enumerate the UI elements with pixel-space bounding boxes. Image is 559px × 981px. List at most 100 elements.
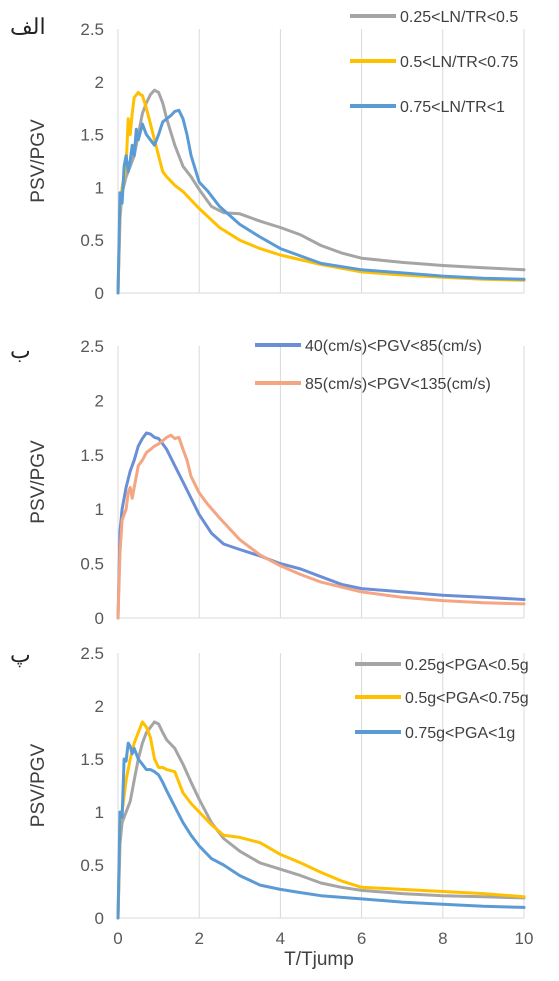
data-point	[320, 576, 322, 578]
data-point	[170, 434, 172, 436]
data-point	[117, 292, 119, 294]
data-point	[259, 884, 261, 886]
legend-label: 85(cm/s)<PGV<135(cm/s)	[305, 376, 491, 393]
y-tick-label: 0.5	[80, 856, 104, 875]
data-point	[162, 766, 164, 769]
data-point	[361, 271, 363, 273]
data-point	[129, 470, 131, 472]
data-point	[158, 155, 160, 157]
data-point	[210, 205, 212, 208]
data-point	[141, 742, 143, 744]
data-point	[141, 94, 143, 97]
data-point	[153, 144, 156, 146]
data-point	[198, 492, 200, 494]
data-point	[210, 824, 212, 826]
data-point	[218, 517, 221, 519]
x-tick-label: 4	[276, 929, 285, 948]
data-point	[300, 891, 302, 894]
data-point	[198, 798, 200, 800]
data-point	[190, 834, 192, 836]
data-point	[279, 868, 281, 870]
data-point	[121, 508, 123, 510]
legend-label: 0.25g<PGA<0.5g	[405, 657, 529, 674]
data-point	[141, 123, 143, 125]
data-point	[259, 862, 261, 864]
data-point	[210, 532, 212, 534]
y-tick-label: 1.5	[80, 126, 104, 145]
data-point	[137, 465, 139, 467]
data-point	[174, 184, 176, 186]
data-point	[320, 244, 322, 247]
data-point	[320, 871, 322, 874]
data-point	[198, 188, 200, 191]
data-point	[125, 176, 127, 178]
data-point	[239, 539, 241, 541]
data-point	[401, 901, 403, 903]
data-point	[121, 822, 123, 824]
data-point	[158, 91, 160, 93]
y-tick-label: 1	[95, 803, 104, 822]
data-point	[153, 758, 156, 760]
data-point	[182, 792, 184, 794]
data-point	[206, 189, 208, 192]
data-point	[442, 895, 444, 897]
data-point	[131, 112, 133, 115]
data-point	[190, 176, 192, 178]
data-point	[174, 465, 176, 467]
data-point	[340, 252, 342, 254]
data-point	[127, 170, 129, 173]
data-point	[401, 272, 403, 274]
data-point	[133, 742, 135, 744]
data-point	[149, 726, 152, 728]
data-point	[125, 760, 127, 762]
data-point	[340, 880, 342, 882]
data-point	[523, 278, 525, 280]
data-point	[137, 139, 139, 141]
y-tick-label: 1	[95, 178, 104, 197]
data-point	[279, 888, 281, 890]
data-point	[149, 433, 152, 435]
data-point	[162, 121, 164, 123]
data-point	[133, 486, 135, 489]
y-tick-label: 2.5	[80, 644, 104, 663]
data-point	[190, 155, 192, 157]
data-point	[174, 110, 176, 112]
data-point	[129, 160, 131, 162]
data-point	[162, 170, 164, 173]
data-point	[178, 436, 180, 438]
data-point	[166, 436, 168, 438]
data-point	[279, 563, 281, 565]
data-point	[162, 440, 164, 442]
data-point	[239, 223, 241, 225]
data-point	[123, 165, 125, 167]
data-point	[145, 452, 148, 454]
data-point	[523, 896, 525, 898]
data-point	[300, 234, 302, 236]
legend-label: 0.5<LN/TR<0.75	[400, 54, 518, 71]
data-point	[125, 811, 127, 813]
data-point	[127, 118, 129, 120]
data-point	[166, 448, 168, 450]
data-point	[153, 436, 156, 438]
data-point	[153, 721, 156, 723]
data-point	[166, 790, 168, 792]
data-point	[239, 213, 241, 215]
data-point	[162, 443, 164, 445]
data-point	[174, 806, 176, 808]
legend-label: 0.25<LN/TR<0.5	[400, 9, 518, 26]
data-point	[279, 565, 281, 567]
data-point	[125, 155, 127, 157]
data-point	[482, 905, 484, 907]
data-point	[401, 591, 403, 593]
data-point	[141, 721, 143, 723]
data-point	[129, 758, 131, 760]
data-point	[361, 588, 363, 590]
y-tick-label: 2.5	[80, 20, 104, 39]
data-point	[198, 845, 200, 847]
data-point	[320, 262, 322, 265]
data-point	[222, 212, 225, 214]
y-tick-label: 0.5	[80, 231, 104, 250]
data-point	[361, 591, 363, 593]
data-point	[300, 568, 302, 570]
